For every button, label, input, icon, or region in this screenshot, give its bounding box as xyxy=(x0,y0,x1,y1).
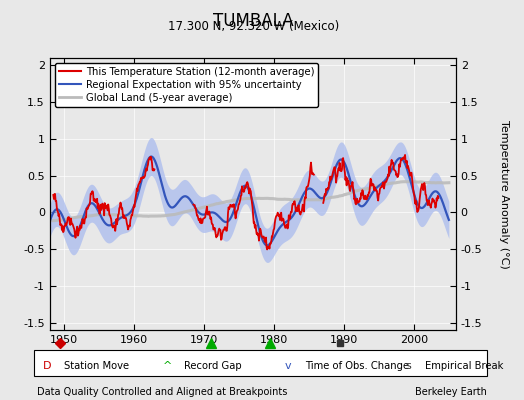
Text: D: D xyxy=(43,361,51,371)
Text: Data Quality Controlled and Aligned at Breakpoints: Data Quality Controlled and Aligned at B… xyxy=(37,387,287,397)
Text: TUMBALA: TUMBALA xyxy=(213,12,294,30)
Text: 17.300 N, 92.320 W (Mexico): 17.300 N, 92.320 W (Mexico) xyxy=(168,20,339,33)
Text: Record Gap: Record Gap xyxy=(184,361,242,371)
Legend: This Temperature Station (12-month average), Regional Expectation with 95% uncer: This Temperature Station (12-month avera… xyxy=(55,63,318,107)
Text: Empirical Break: Empirical Break xyxy=(425,361,504,371)
Text: ^: ^ xyxy=(163,361,172,371)
Text: s: s xyxy=(406,361,411,371)
Text: Berkeley Earth: Berkeley Earth xyxy=(416,387,487,397)
Text: Time of Obs. Change: Time of Obs. Change xyxy=(305,361,409,371)
Y-axis label: Temperature Anomaly (°C): Temperature Anomaly (°C) xyxy=(499,120,509,268)
Text: v: v xyxy=(285,361,291,371)
Text: Station Move: Station Move xyxy=(64,361,129,371)
